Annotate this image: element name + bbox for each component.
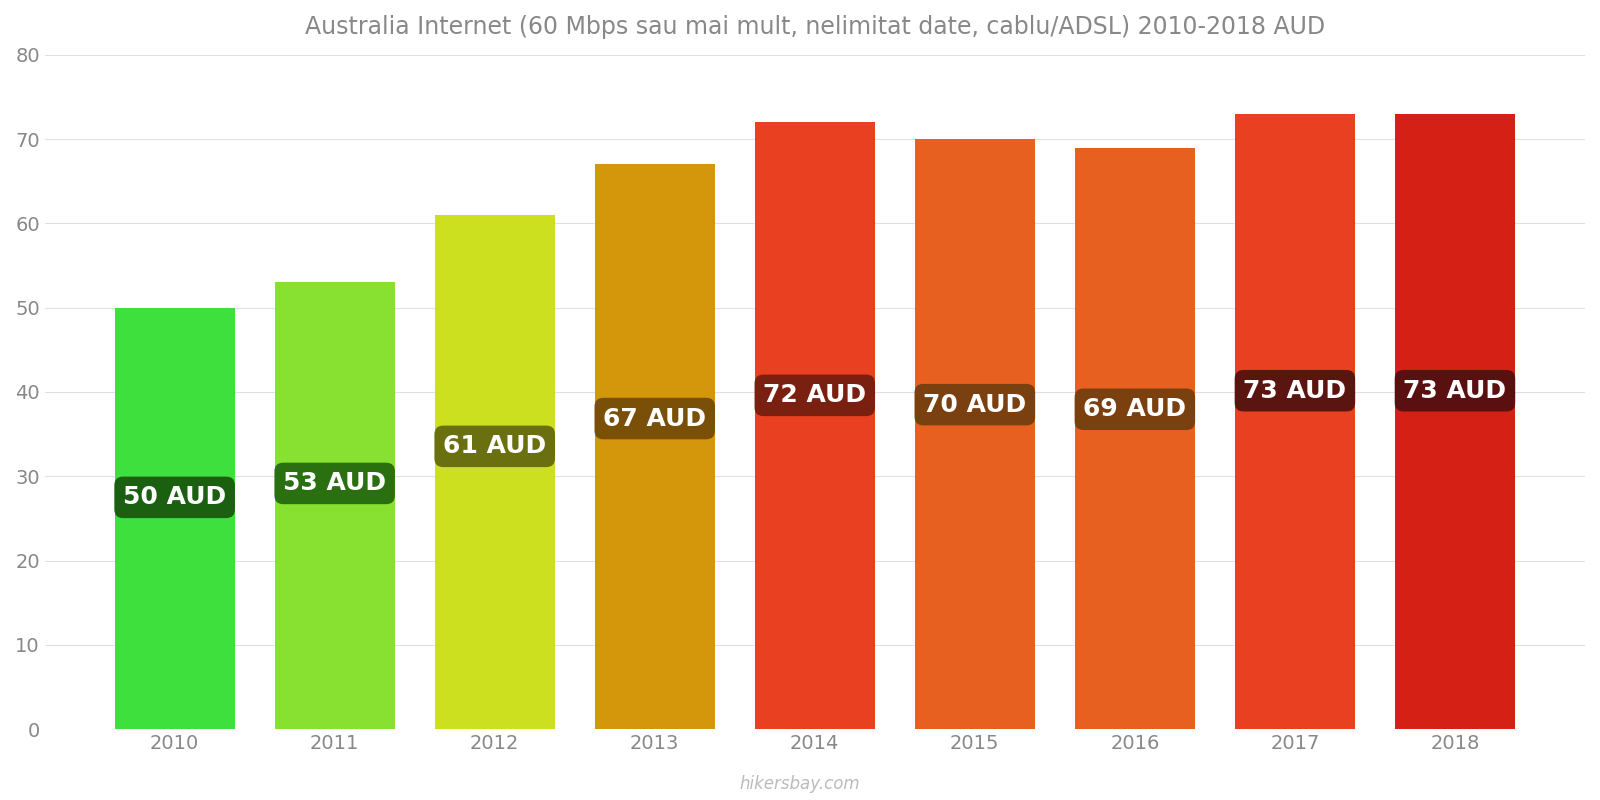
Bar — [755, 122, 875, 729]
Bar — [1075, 147, 1195, 729]
Text: 73 AUD: 73 AUD — [1243, 378, 1347, 402]
Text: 50 AUD: 50 AUD — [123, 486, 226, 510]
Bar — [1395, 114, 1515, 729]
Title: Australia Internet (60 Mbps sau mai mult, nelimitat date, cablu/ADSL) 2010-2018 : Australia Internet (60 Mbps sau mai mult… — [304, 15, 1325, 39]
Bar — [115, 308, 235, 729]
Text: hikersbay.com: hikersbay.com — [739, 775, 861, 793]
Text: 67 AUD: 67 AUD — [603, 406, 706, 430]
Text: 72 AUD: 72 AUD — [763, 383, 866, 407]
Bar — [1235, 114, 1355, 729]
Bar — [435, 215, 555, 729]
Text: 53 AUD: 53 AUD — [283, 471, 386, 495]
Bar — [275, 282, 395, 729]
Text: 69 AUD: 69 AUD — [1083, 398, 1186, 422]
Text: 61 AUD: 61 AUD — [443, 434, 546, 458]
Bar — [595, 165, 715, 729]
Bar — [915, 139, 1035, 729]
Text: 73 AUD: 73 AUD — [1403, 378, 1507, 402]
Text: 70 AUD: 70 AUD — [923, 393, 1027, 417]
